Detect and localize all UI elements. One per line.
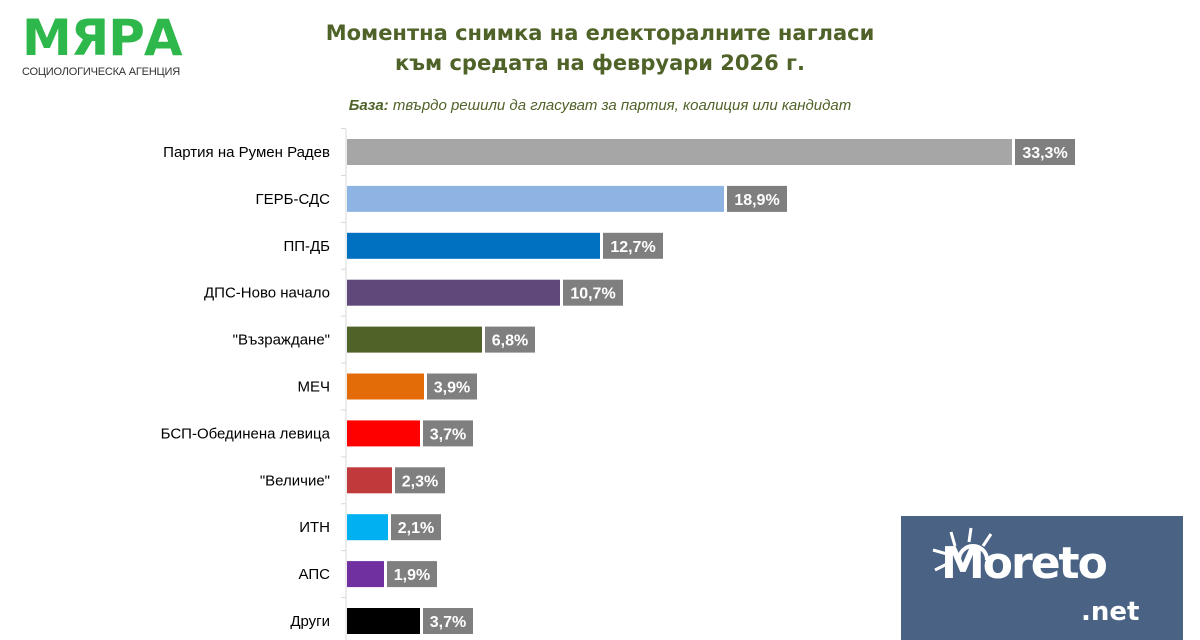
category-label: МЕЧ xyxy=(298,379,331,396)
data-label-box xyxy=(387,561,437,588)
category-label: ДПС-Ново начало xyxy=(204,285,330,302)
data-label-box xyxy=(395,467,445,494)
data-label: 2,1% xyxy=(398,520,434,537)
data-label-box xyxy=(391,514,441,541)
bar xyxy=(347,279,560,306)
data-label-box xyxy=(423,420,473,447)
watermark-text: Moreto xyxy=(941,538,1108,589)
category-label: ПП-ДБ xyxy=(283,238,330,255)
bar xyxy=(347,326,482,353)
bar xyxy=(347,420,420,447)
category-label: ИТН xyxy=(299,519,330,536)
data-label: 10,7% xyxy=(570,286,615,303)
bar xyxy=(347,514,388,541)
sun-icon xyxy=(932,527,993,572)
data-label: 33,3% xyxy=(1022,145,1067,162)
data-label: 6,8% xyxy=(492,333,528,350)
logo-name: МЯРА xyxy=(22,9,183,67)
category-label: АПС xyxy=(299,566,331,583)
data-label-box xyxy=(423,608,473,634)
bar xyxy=(347,467,392,494)
data-label: 12,7% xyxy=(610,239,655,256)
chart-subtitle: База: твърдо решили да гласуват за парти… xyxy=(300,97,900,114)
data-label: 2,3% xyxy=(402,473,438,490)
data-label: 3,9% xyxy=(434,380,470,397)
category-label: БСП-Обединена левица xyxy=(161,425,331,442)
data-label-box xyxy=(603,232,663,259)
watermark-suffix: .net xyxy=(1081,597,1140,627)
chart-title-line-1: Моментна снимка на електоралните нагласи xyxy=(325,21,875,45)
category-label: "Величие" xyxy=(260,472,330,489)
category-label: Партия на Румен Радев xyxy=(163,144,330,161)
data-label: 1,9% xyxy=(394,567,430,584)
moreto-watermark: Moreto .net xyxy=(901,516,1183,640)
data-label-box xyxy=(427,373,477,400)
data-label-box xyxy=(485,326,535,353)
data-label-box xyxy=(1015,139,1075,165)
bar xyxy=(347,608,420,634)
bar xyxy=(347,373,424,400)
logo-subtitle: СОЦИОЛОГИЧЕСКА АГЕНЦИЯ xyxy=(22,66,180,78)
category-label: "Възраждане" xyxy=(233,332,330,349)
data-label-box xyxy=(563,279,623,306)
category-label: ГЕРБ-СДС xyxy=(256,191,331,208)
category-label: Други xyxy=(290,613,330,630)
bar xyxy=(347,232,600,259)
bar xyxy=(347,561,384,588)
bar xyxy=(347,139,1012,165)
data-label: 3,7% xyxy=(430,614,466,631)
data-label: 18,9% xyxy=(734,192,779,209)
chart-title-line-2: към средата на февруари 2026 г. xyxy=(394,51,806,75)
data-label-box xyxy=(727,185,787,212)
subtitle-label: База: xyxy=(348,97,389,114)
data-label: 3,7% xyxy=(430,426,466,443)
subtitle-text: твърдо решили да гласуват за партия, коа… xyxy=(388,97,852,114)
myara-logo: МЯРА СОЦИОЛОГИЧЕСКА АГЕНЦИЯ xyxy=(22,9,183,79)
chart-title: Моментна снимка на електоралните нагласи… xyxy=(300,18,900,78)
bar xyxy=(347,185,724,212)
